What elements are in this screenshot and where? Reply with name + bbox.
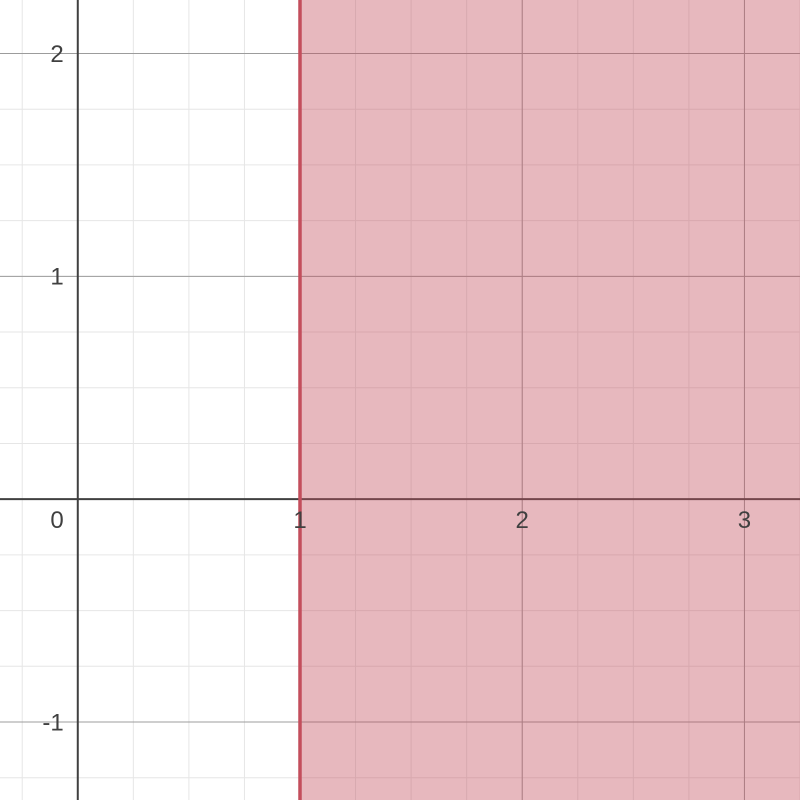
shaded-region	[300, 0, 800, 800]
x-tick-label: 3	[738, 507, 751, 534]
chart-svg: 0 1 2 3 -1 1 2	[0, 0, 800, 800]
region-fill	[300, 0, 800, 800]
inequality-chart: 0 1 2 3 -1 1 2	[0, 0, 800, 800]
x-tick-label: 2	[516, 507, 529, 534]
y-tick-label: -1	[42, 709, 63, 736]
y-tick-label: 1	[50, 264, 63, 291]
y-tick-label: 2	[50, 41, 63, 68]
x-tick-label: 0	[50, 507, 63, 534]
x-tick-label: 1	[293, 507, 306, 534]
